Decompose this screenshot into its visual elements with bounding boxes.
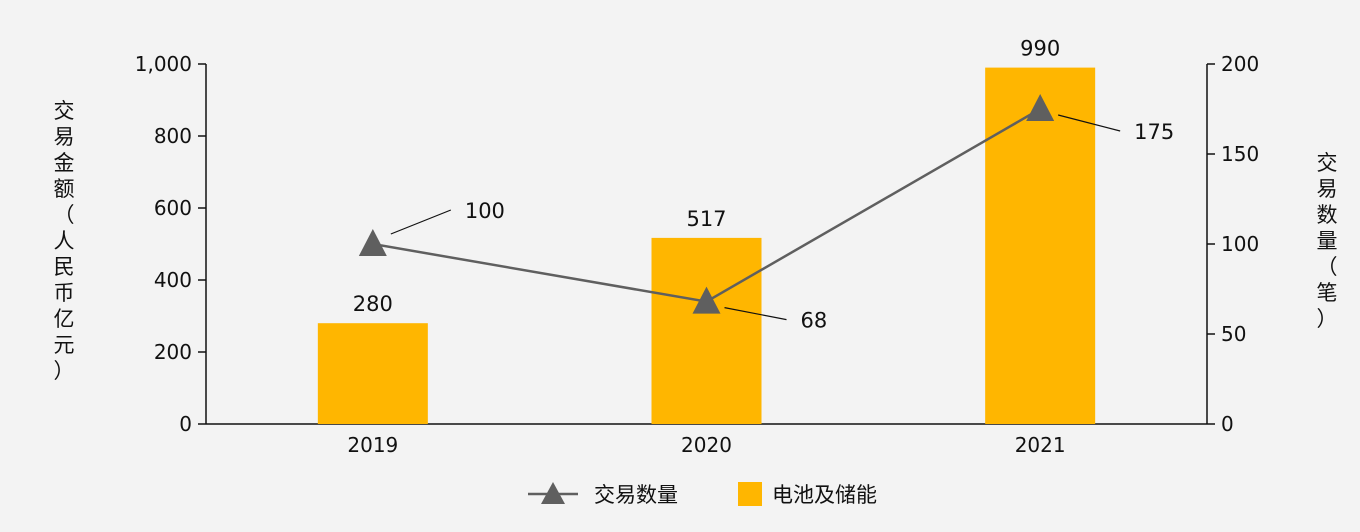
legend-bar-swatch	[738, 482, 762, 506]
triangle-marker	[692, 286, 721, 314]
x-tick-label: 2020	[681, 433, 732, 457]
triangle-marker	[1026, 94, 1055, 121]
legend-triangle-swatch	[541, 482, 565, 504]
y-right-tick-label: 200	[1221, 52, 1259, 76]
y-left-tick-label: 600	[154, 196, 192, 220]
line-value-label: 100	[465, 199, 505, 223]
bar-value-label: 990	[1020, 37, 1060, 61]
y-right-tick-label: 50	[1221, 322, 1246, 346]
leader-line	[390, 209, 452, 235]
legend-item-count: 交易数量	[528, 482, 678, 507]
y-left-tick-label: 1,000	[135, 52, 192, 76]
y-axis-right-title: 交易数量（笔）	[1317, 151, 1338, 331]
triangle-marker	[358, 229, 387, 256]
y-axis-left-title: 交易金额（人民币亿元）	[54, 99, 75, 383]
bar	[985, 67, 1096, 424]
y-right-tick-label: 100	[1221, 232, 1259, 256]
legend-label-amount: 电池及储能	[772, 483, 877, 507]
line-series	[358, 94, 1055, 314]
data-labels: 280 517 990 100 68 175	[353, 37, 1174, 333]
line-value-label: 68	[801, 309, 828, 333]
leader-line	[724, 307, 787, 321]
bar-series	[317, 67, 1096, 424]
x-tick-label: 2019	[347, 433, 398, 457]
legend: 交易数量 电池及储能	[528, 482, 877, 507]
legend-item-amount: 电池及储能	[738, 482, 877, 507]
y-left-tick-label: 0	[179, 412, 192, 436]
bar-value-label: 517	[686, 207, 726, 231]
y-left-tick-label: 800	[154, 124, 192, 148]
leader-line	[1058, 114, 1121, 132]
y-left-tick-label: 200	[154, 340, 192, 364]
line-value-label: 175	[1134, 120, 1174, 144]
legend-label-count: 交易数量	[594, 483, 678, 507]
y-right-tick-label: 150	[1221, 142, 1259, 166]
y-right-tick-label: 0	[1221, 412, 1234, 436]
x-tick-label: 2021	[1015, 433, 1066, 457]
y-left-tick-label: 400	[154, 268, 192, 292]
bar	[317, 323, 428, 424]
axes: 0 200 400 600 800 1,000 0 50 100 150 200 2019 2020 20…	[135, 52, 1259, 457]
bar-value-label: 280	[353, 292, 393, 316]
bar	[651, 237, 762, 424]
